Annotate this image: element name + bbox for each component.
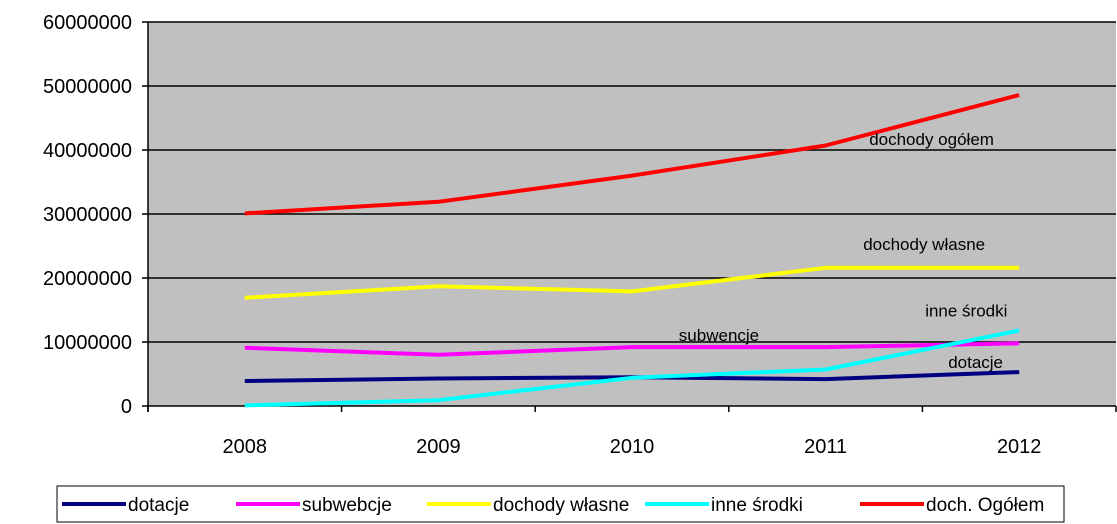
- x-tick-label: 2010: [610, 436, 655, 458]
- legend-label: doch. Ogółem: [926, 495, 1044, 516]
- x-tick-label: 2011: [804, 436, 847, 458]
- series-lines: [244, 93, 1020, 408]
- legend-label: dotacje: [128, 495, 189, 516]
- y-axis-ticks: 0 10000000 20000000 30000000 40000000 5000000…: [43, 12, 148, 418]
- series-line-subwebcje: [244, 341, 1020, 357]
- y-tick-label: 0: [121, 396, 132, 418]
- x-tick-label: 2008: [223, 436, 268, 458]
- annotation-label: dochody własne: [863, 235, 985, 254]
- series-line-inne-rodki: [244, 328, 1020, 408]
- legend: dotacje subwebcje dochody własne inne środk…: [56, 485, 1065, 523]
- y-tick-label: 40000000: [43, 140, 132, 162]
- x-tick-label: 2012: [997, 436, 1042, 458]
- legend-label: subwebcje: [302, 495, 392, 516]
- legend-label: inne środki: [711, 495, 803, 516]
- series-line-dochody-w-asne: [244, 265, 1020, 300]
- gridlines: [148, 21, 1116, 343]
- y-tick-label: 30000000: [43, 204, 132, 226]
- annotation-label: inne środki: [925, 301, 1007, 320]
- series-annotations: dochody ogółem dochody własne inne środki s…: [679, 130, 1008, 372]
- annotation-label: dotacje: [948, 353, 1003, 372]
- axes: [147, 22, 1116, 412]
- annotation-label: dochody ogółem: [869, 130, 994, 149]
- y-tick-label: 20000000: [43, 268, 132, 290]
- y-tick-label: 10000000: [43, 332, 132, 354]
- series-line-doch-og-em: [244, 93, 1020, 216]
- y-tick-label: 60000000: [43, 12, 132, 34]
- legend-label: dochody własne: [493, 495, 629, 516]
- y-tick-label: 50000000: [43, 76, 132, 98]
- annotation-label: subwencje: [679, 326, 759, 345]
- x-tick-label: 2009: [416, 436, 461, 458]
- x-axis-ticks: 2008 2009 2010 2011 2012: [147, 406, 1117, 458]
